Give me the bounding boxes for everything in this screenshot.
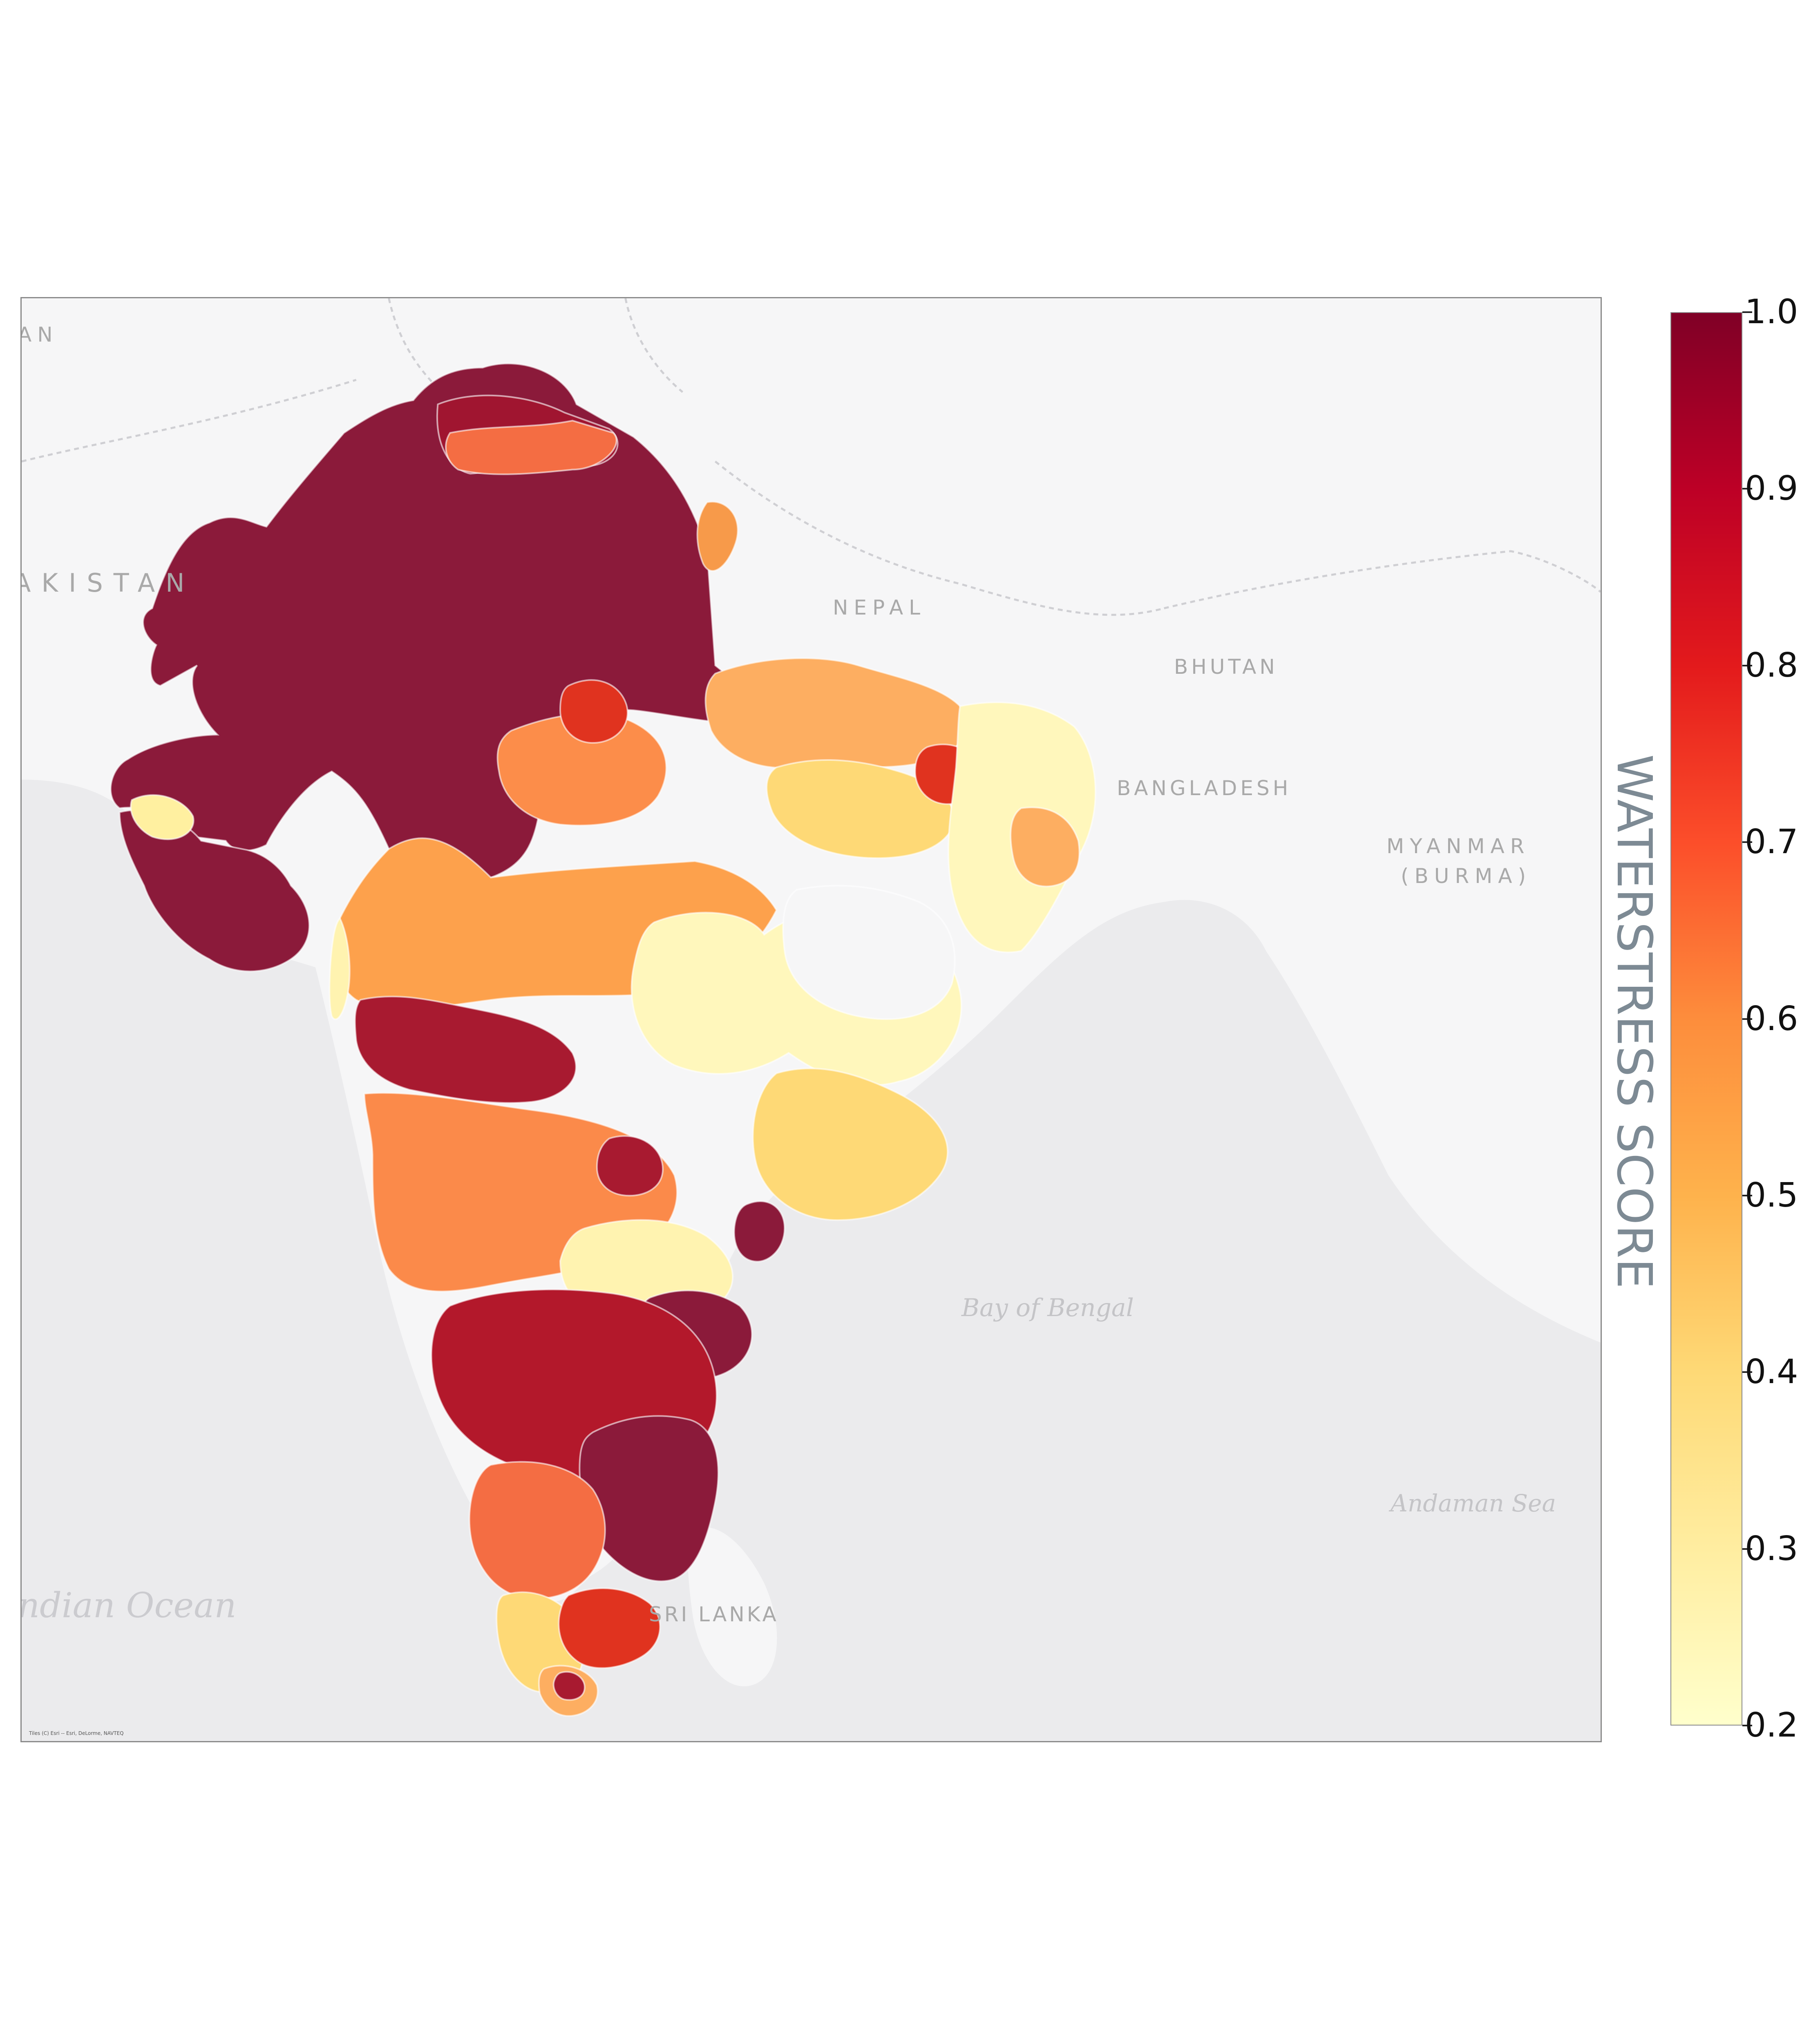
label-andaman-sea: Andaman Sea — [1391, 1489, 1556, 1517]
label-nepal: NEPAL — [833, 596, 926, 619]
region-himalaya-strip — [445, 420, 617, 475]
map-attribution: Tiles (C) Esri -- Esri, DeLorme, NAVTEQ — [29, 1730, 124, 1736]
colorbar-tick — [1742, 1548, 1752, 1550]
region-uttarakhand — [696, 501, 739, 572]
region-karnataka-south — [468, 1461, 606, 1600]
region-central-blank — [782, 885, 956, 1020]
colorbar-tick-label: 0.5 — [1745, 1176, 1798, 1215]
colorbar-tick-label: 1.0 — [1745, 293, 1798, 331]
colorbar-tick-label: 0.6 — [1745, 999, 1798, 1038]
colorbar-tick — [1742, 664, 1752, 666]
label-sri-lanka: SRI LANKA — [649, 1603, 779, 1626]
label-myanmar: MYANMAR — [1386, 834, 1530, 858]
myanmar-coast — [1266, 946, 1601, 1343]
label-bay-of-bengal: Bay of Bengal — [961, 1294, 1134, 1322]
region-cape-red — [552, 1671, 586, 1701]
region-odisha — [752, 1067, 949, 1221]
label-burma: (BURMA) — [1401, 864, 1532, 888]
region-kutch-light — [130, 794, 195, 840]
colorbar-tick — [1742, 1371, 1752, 1373]
region-west-coast-pale — [329, 917, 351, 1020]
label-indian-ocean: ndian Ocean — [20, 1585, 237, 1625]
colorbar — [1670, 312, 1742, 1726]
colorbar-tick-label: 0.9 — [1745, 469, 1798, 508]
map-frame[interactable]: AN AKISTAN NEPAL BHUTAN BANGLADESH MYANM… — [20, 297, 1602, 1742]
region-up-red — [559, 679, 628, 744]
map-canvas[interactable] — [22, 298, 1601, 1741]
region-maharashtra-north-red — [354, 995, 577, 1104]
label-bhutan: BHUTAN — [1174, 655, 1278, 679]
colorbar-tick — [1742, 841, 1752, 843]
arabian-sea — [22, 779, 601, 1741]
colorbar-tick — [1742, 311, 1752, 313]
sri-lanka — [687, 1527, 777, 1687]
label-pakistan-top: AN — [20, 323, 58, 346]
choropleth-regions — [110, 362, 1096, 1717]
colorbar-tick-label: 0.8 — [1745, 646, 1798, 685]
colorbar-tick-label: 0.7 — [1745, 823, 1798, 862]
label-pakistan: AKISTAN — [20, 568, 195, 598]
colorbar-tick — [1742, 488, 1752, 490]
country-borders — [22, 298, 1601, 616]
colorbar-tick-label: 0.4 — [1745, 1352, 1798, 1392]
region-telangana-red — [596, 1135, 664, 1197]
colorbar-tick — [1742, 1018, 1752, 1020]
colorbar-tick — [1742, 1725, 1752, 1726]
region-east-orange — [1010, 807, 1080, 887]
region-bihar-yellow — [766, 759, 955, 859]
colorbar-tick-label: 0.3 — [1745, 1529, 1798, 1568]
bay-of-bengal — [584, 900, 1601, 1741]
label-bangladesh: BANGLADESH — [1117, 776, 1292, 800]
region-vizag — [733, 1200, 786, 1263]
colorbar-title: WATERSTRESS SCORE — [1606, 754, 1663, 1289]
colorbar-tick — [1742, 1194, 1752, 1196]
region-gujarat — [119, 809, 310, 972]
region-tamilnadu-south — [558, 1587, 661, 1669]
colorbar-tick-label: 0.2 — [1745, 1706, 1798, 1745]
